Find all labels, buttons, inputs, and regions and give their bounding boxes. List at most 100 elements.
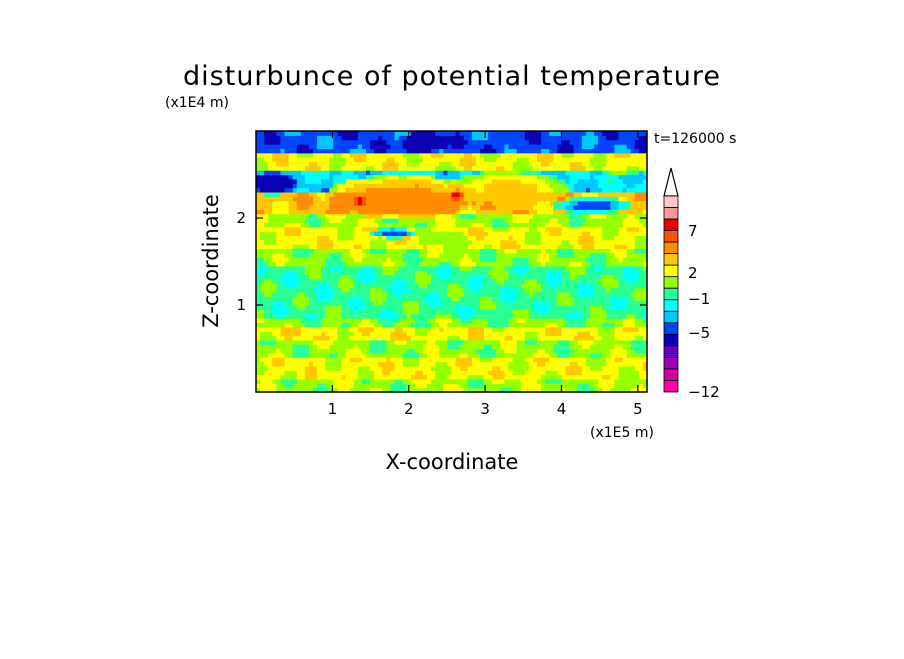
contour-cell <box>577 196 583 202</box>
contour-cell <box>365 287 371 293</box>
contour-cell <box>435 204 440 210</box>
contour-cell <box>333 352 339 358</box>
contour-cell <box>308 222 314 228</box>
contour-cell <box>256 344 261 350</box>
contour-cell <box>545 296 550 302</box>
contour-cell <box>585 278 591 284</box>
contour-cell <box>435 213 440 219</box>
contour-cell <box>435 365 440 371</box>
contour-cell <box>292 326 298 332</box>
contour-cell <box>451 378 457 384</box>
contour-cell <box>268 283 273 289</box>
contour-cell <box>480 200 485 206</box>
contour-cell <box>488 335 493 341</box>
contour-cell <box>573 248 579 254</box>
contour-cell <box>585 313 591 319</box>
contour-cell <box>280 331 286 337</box>
contour-cell <box>288 257 294 263</box>
contour-cell <box>406 291 412 297</box>
contour-cell <box>260 218 265 223</box>
contour-cell <box>638 322 644 328</box>
contour-cell <box>569 344 575 350</box>
contour-cell <box>488 235 493 241</box>
contour-cell <box>630 331 636 337</box>
contour-cell <box>280 274 286 280</box>
contour-cell <box>386 204 391 210</box>
contour-cell <box>618 352 624 358</box>
contour-cell <box>508 357 514 363</box>
contour-cell <box>606 183 611 189</box>
contour-cell <box>528 226 534 232</box>
contour-cell <box>272 287 277 293</box>
contour-cell <box>638 374 644 380</box>
contour-cell <box>435 174 440 180</box>
contour-cell <box>480 300 485 306</box>
contour-cell <box>329 239 334 245</box>
contour-cell <box>475 365 481 371</box>
contour-cell <box>614 361 620 367</box>
contour-cell <box>422 213 428 219</box>
contour-cell <box>329 252 334 258</box>
contour-cell <box>296 226 302 232</box>
contour-cell <box>496 383 501 389</box>
contour-cell <box>284 378 290 384</box>
contour-cell <box>602 239 607 245</box>
contour-cell <box>610 170 616 176</box>
contour-cell <box>537 261 542 267</box>
contour-cell <box>260 196 265 202</box>
contour-cell <box>386 222 391 228</box>
contour-cell <box>561 370 567 376</box>
contour-cell <box>325 313 330 319</box>
contour-cell <box>414 326 420 332</box>
contour-cell <box>532 218 538 223</box>
contour-cell <box>284 213 290 219</box>
contour-cell <box>630 170 636 176</box>
contour-cell <box>296 270 302 276</box>
contour-cell <box>606 335 611 341</box>
contour-cell <box>272 300 277 306</box>
contour-cell <box>390 387 396 392</box>
contour-cell <box>500 370 506 376</box>
contour-cell <box>422 235 428 241</box>
contour-cell <box>545 365 550 371</box>
contour-cell <box>622 165 628 171</box>
contour-cell <box>296 170 302 176</box>
contour-cell <box>292 348 298 354</box>
contour-cell <box>394 261 400 267</box>
contour-cell <box>589 170 595 176</box>
contour-cell <box>480 331 485 337</box>
contour-cell <box>288 244 294 250</box>
contour-cell <box>378 300 383 306</box>
contour-cell <box>642 213 647 219</box>
contour-cell <box>484 387 489 392</box>
contour-cell <box>589 261 595 267</box>
contour-cell <box>435 244 440 250</box>
contour-cell <box>321 305 326 310</box>
contour-cell <box>488 309 493 315</box>
contour-cell <box>427 283 432 289</box>
contour-cell <box>329 257 334 263</box>
contour-cell <box>414 226 420 232</box>
contour-cell <box>422 244 428 250</box>
contour-cell <box>353 287 359 293</box>
contour-cell <box>480 348 485 354</box>
contour-cell <box>622 244 628 250</box>
contour-cell <box>516 252 522 258</box>
contour-cell <box>549 365 554 371</box>
contour-cell <box>557 313 563 319</box>
contour-cell <box>288 252 294 258</box>
contour-cell <box>634 231 640 236</box>
contour-cell <box>443 365 449 371</box>
contour-cell <box>488 174 493 180</box>
contour-cell <box>626 204 632 210</box>
contour-cell <box>512 226 518 232</box>
contour-cell <box>272 365 277 371</box>
contour-cell <box>480 265 485 271</box>
contour-cell <box>549 352 554 358</box>
contour-cell <box>333 248 339 254</box>
contour-cell <box>300 305 306 310</box>
contour-cell <box>317 378 322 384</box>
contour-cell <box>325 331 330 337</box>
contour-cell <box>492 300 497 306</box>
contour-cell <box>512 261 518 267</box>
